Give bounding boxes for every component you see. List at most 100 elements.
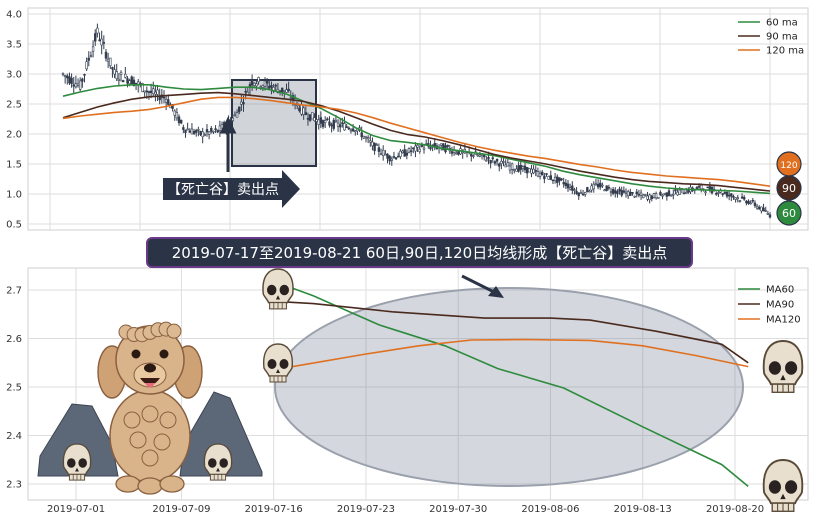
ma-y-tick-label: 2.3 xyxy=(6,480,22,491)
decorations: 2019-07-17至2019-08-21 60日,90日,120日均线形成【死… xyxy=(37,237,804,512)
price-candle-body xyxy=(543,175,546,180)
price-candle-body xyxy=(106,58,110,62)
death-valley-ellipse xyxy=(274,287,744,487)
price-candle-body xyxy=(147,91,151,93)
price-candle-body xyxy=(109,57,112,67)
price-candle-body xyxy=(283,90,286,92)
ma-y-tick-label: 2.5 xyxy=(6,383,22,394)
price-candle-body xyxy=(397,155,400,158)
price-candle-body xyxy=(375,144,378,146)
price-candle-body xyxy=(768,214,772,218)
price-candle-body xyxy=(195,130,198,133)
price-candle-body xyxy=(736,197,739,199)
ma-badge-circle xyxy=(776,200,802,226)
price-candle-body xyxy=(216,129,219,133)
price-candle-body xyxy=(203,134,207,136)
price-candle-body xyxy=(253,82,256,86)
price-candle-body xyxy=(562,182,565,185)
price-candle-body xyxy=(528,168,531,173)
ma-y-tick-label: 2.4 xyxy=(6,431,22,442)
price-candle-body xyxy=(700,184,703,190)
dog-nose xyxy=(144,363,156,373)
price-candle-body xyxy=(487,156,490,160)
price-candle-body xyxy=(620,190,623,196)
price-candle-body xyxy=(197,129,200,131)
price-candle-body xyxy=(422,147,426,150)
dog-paw xyxy=(115,475,141,493)
ma-badge-label: 120 xyxy=(780,161,797,171)
price-candle-body xyxy=(257,77,260,83)
ma-x-tick-label: 2019-07-23 xyxy=(337,504,395,515)
dog-paw xyxy=(137,477,163,495)
price-panel: 0.5 1.0 1.5 2.0 2.5 3.0 3.5 4.0 60 ma 90 ma 120 ma… xyxy=(6,7,809,231)
price-candle-body xyxy=(577,192,580,197)
price-candle-body xyxy=(642,194,645,199)
ellipse-arrow-icon xyxy=(461,274,497,295)
price-candle-body xyxy=(532,168,535,174)
skull-nose xyxy=(275,295,281,300)
price-candle-body xyxy=(388,155,391,162)
price-candle-body xyxy=(259,86,262,88)
price-candle-body xyxy=(476,154,479,157)
price-candle-body xyxy=(280,87,284,93)
price-candle-body xyxy=(669,194,673,197)
price-candle-body xyxy=(616,191,619,195)
price-candle-body xyxy=(364,136,368,139)
price-candle-body xyxy=(575,191,578,194)
price-candle-body xyxy=(341,122,344,124)
left-mountain-icon xyxy=(37,403,119,477)
ma-ma90-line xyxy=(286,301,749,364)
price-candle-body xyxy=(255,83,258,87)
price-candle-body xyxy=(182,127,185,130)
ellipse-arrowhead-icon xyxy=(488,286,504,298)
ma-x-tick-label: 2019-07-01 xyxy=(47,504,105,515)
price-candle-body xyxy=(74,83,78,88)
ma-legend-label: MA60 xyxy=(766,285,794,296)
price-candle-body xyxy=(212,130,215,133)
price-candle-body xyxy=(500,160,503,164)
price-candle-body xyxy=(573,189,576,191)
price-candle-body xyxy=(743,196,746,200)
poodle-dog-icon xyxy=(97,321,203,495)
price-candle-body xyxy=(592,183,595,190)
price-candle-body xyxy=(76,83,80,86)
price-candle-body xyxy=(659,191,662,196)
price-candle-body xyxy=(111,67,114,70)
price-candle-body xyxy=(581,193,585,196)
skull-nose xyxy=(216,467,220,472)
price-candle-body xyxy=(523,165,527,171)
price-candle-body xyxy=(201,131,204,138)
price-candle-body xyxy=(394,157,398,160)
price-candle-body xyxy=(440,143,443,146)
price-candle-body xyxy=(250,79,254,86)
skull-eye xyxy=(279,284,290,296)
price-legend-label: 60 ma xyxy=(766,18,798,29)
price-candle-body xyxy=(218,125,222,131)
price-candle-body xyxy=(235,112,239,118)
price-candle-body xyxy=(723,192,727,194)
price-candle-body xyxy=(63,75,67,77)
price-candle-body xyxy=(579,192,583,194)
price-candle-body xyxy=(72,84,75,87)
price-candle-body xyxy=(450,151,454,154)
price-y-tick-label: 1.0 xyxy=(6,190,22,201)
price-candle-body xyxy=(205,129,209,133)
price-candle-body xyxy=(738,200,742,202)
banner-text: 2019-07-17至2019-08-21 60日,90日,120日均线形成【死… xyxy=(172,244,667,262)
price-candle-body xyxy=(732,196,735,198)
price-candle-body xyxy=(566,183,570,189)
price-candle-body xyxy=(412,147,415,150)
price-candle-body xyxy=(661,194,664,197)
price-y-tick-label: 1.5 xyxy=(6,160,22,171)
price-candle-body xyxy=(313,117,316,121)
price-candle-body xyxy=(534,170,537,172)
price-candle-body xyxy=(504,164,507,168)
price-candle-body xyxy=(667,190,671,196)
price-candle-body xyxy=(362,135,366,139)
price-candle-body xyxy=(764,210,767,212)
price-candle-body xyxy=(590,185,593,191)
price-candle-body xyxy=(94,33,97,42)
price-candle-body xyxy=(128,80,131,85)
price-candle-body xyxy=(124,73,127,78)
